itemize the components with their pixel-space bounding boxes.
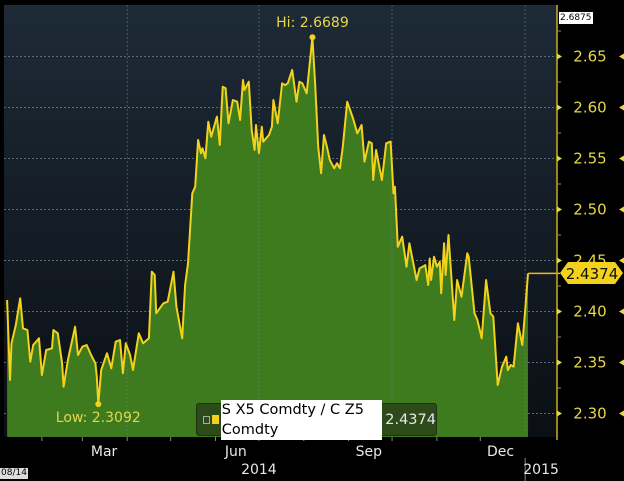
y-tick-mark-right xyxy=(619,257,624,264)
y-tick-mark-right xyxy=(619,308,624,315)
legend-swatch xyxy=(211,415,219,424)
y-axis: 2.302.352.402.452.502.552.602.65 xyxy=(557,30,624,423)
axis-max-label: 2.6875 xyxy=(559,12,593,24)
y-tick-label: 2.50 xyxy=(573,201,606,219)
last-value-tag: 2.4374 xyxy=(560,262,623,284)
y-tick-label: 2.40 xyxy=(573,303,606,321)
series-area-fill xyxy=(7,37,529,437)
x-axis: Mar Jun Sep Dec 2014 2015 xyxy=(41,437,559,481)
low-annotation: Low: 2.3092 xyxy=(56,410,141,426)
x-month-label: Sep xyxy=(356,444,383,460)
y-tick-label: 2.35 xyxy=(573,354,606,372)
date-stamp: 08/14 xyxy=(0,468,28,479)
y-tick-label: 2.55 xyxy=(573,150,606,168)
y-tick-mark xyxy=(557,308,562,315)
y-tick-mark-right xyxy=(619,410,624,417)
legend-value: 2.4374 xyxy=(385,411,436,428)
y-tick-label: 2.65 xyxy=(573,48,606,66)
x-year-label: 2015 xyxy=(523,462,559,478)
y-tick-label: 2.60 xyxy=(573,99,606,117)
gridlines-over-fill xyxy=(126,5,526,437)
x-month-label: Mar xyxy=(91,444,118,460)
x-year-label: 2014 xyxy=(241,462,277,478)
legend[interactable]: S X5 Comdty / C Z5 Comdty 2.4374 xyxy=(196,399,437,440)
y-tick-mark xyxy=(557,155,562,162)
last-value-text: 2.4374 xyxy=(566,265,619,283)
high-marker xyxy=(309,34,316,41)
y-tick-mark xyxy=(557,257,562,264)
legend-series-label[interactable]: S X5 Comdty / C Z5 Comdty xyxy=(220,399,383,440)
legend-expand-icon[interactable] xyxy=(203,415,210,424)
series-line xyxy=(6,36,529,406)
y-tick-mark xyxy=(557,53,562,60)
y-tick-mark-right xyxy=(619,53,624,60)
y-tick-label: 2.30 xyxy=(573,405,606,423)
y-tick-mark xyxy=(557,410,562,417)
x-month-label: Jun xyxy=(224,444,247,460)
y-tick-mark-right xyxy=(619,359,624,366)
low-marker xyxy=(95,401,102,408)
y-tick-mark xyxy=(557,104,562,111)
high-annotation: Hi: 2.6689 xyxy=(276,15,349,31)
y-tick-mark-right xyxy=(619,104,624,111)
y-tick-mark xyxy=(557,206,562,213)
y-tick-mark xyxy=(557,359,562,366)
x-month-label: Dec xyxy=(487,444,514,460)
y-tick-mark-right xyxy=(619,155,624,162)
y-tick-mark-right xyxy=(619,206,624,213)
last-value-tag-shape xyxy=(560,262,623,284)
